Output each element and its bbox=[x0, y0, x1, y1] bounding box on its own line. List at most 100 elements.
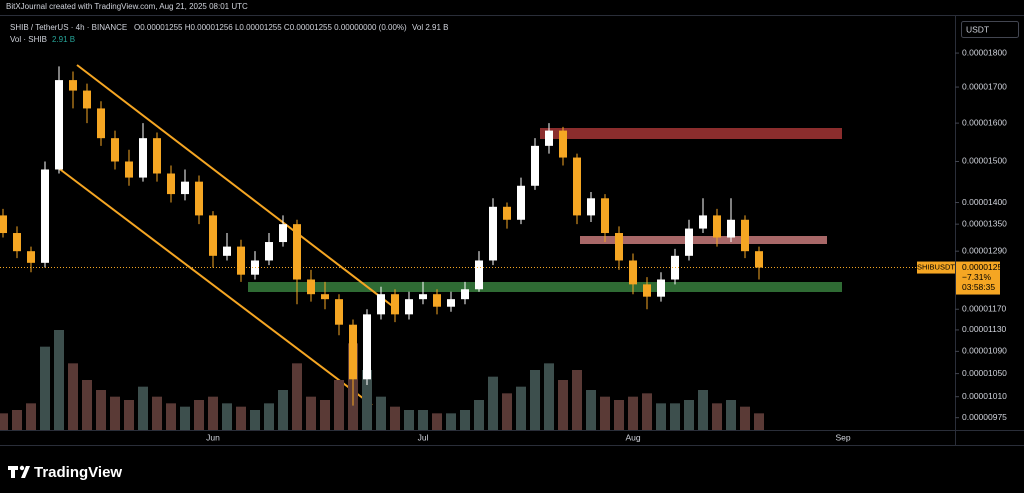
volume-bar bbox=[40, 346, 50, 430]
candle-body bbox=[41, 169, 49, 263]
volume-bar bbox=[152, 396, 162, 430]
candle-body bbox=[587, 198, 595, 216]
candle-body bbox=[461, 289, 469, 300]
candle-body bbox=[741, 219, 749, 252]
volume-bar bbox=[376, 396, 386, 430]
y-tick-label: 0.00001170 bbox=[962, 304, 1007, 314]
volume-bar bbox=[194, 400, 204, 430]
volume-bar bbox=[0, 413, 8, 430]
volume-bar bbox=[208, 396, 218, 430]
volume-bar bbox=[432, 413, 442, 430]
ohlc: O0.00001255 H0.00001256 L0.00001255 C0.0… bbox=[134, 23, 407, 32]
volume-study: Vol · SHIB bbox=[10, 35, 47, 44]
price-tag-countdown: 03:58:35 bbox=[962, 282, 995, 292]
y-tick-label: 0.00001290 bbox=[962, 245, 1007, 255]
volume-bar bbox=[222, 403, 232, 430]
x-tick-label: Aug bbox=[625, 432, 640, 442]
candle-body bbox=[405, 299, 413, 315]
volume-bar bbox=[12, 410, 22, 430]
candle-body bbox=[349, 324, 357, 380]
footer-brand: TradingView bbox=[34, 464, 122, 481]
candle-body bbox=[503, 206, 511, 220]
candle-body bbox=[153, 138, 161, 174]
volume-bar bbox=[474, 400, 484, 430]
volume-bar bbox=[754, 413, 764, 430]
volume-bar bbox=[572, 370, 582, 430]
candle-body bbox=[685, 228, 693, 256]
volume-bar bbox=[418, 410, 428, 430]
y-tick-label: 0.00001350 bbox=[962, 218, 1007, 228]
mid-zone bbox=[580, 236, 827, 244]
credit: BitXJournal created with TradingView.com… bbox=[6, 2, 248, 11]
channel-lower bbox=[56, 166, 373, 406]
volume-bar bbox=[390, 406, 400, 430]
candle-body bbox=[0, 215, 7, 234]
candle-body bbox=[125, 161, 133, 178]
volume-bar bbox=[68, 363, 78, 430]
symbol-tag bbox=[917, 261, 955, 274]
volume-bar bbox=[180, 406, 190, 430]
volume-bar bbox=[446, 413, 456, 430]
volume-bar bbox=[670, 403, 680, 430]
volume-bar bbox=[712, 403, 722, 430]
candle-body bbox=[167, 173, 175, 195]
candle-body bbox=[517, 185, 525, 220]
candle-layer bbox=[0, 66, 763, 406]
price-tag-price: 0.00001255 bbox=[962, 262, 1007, 272]
volume-bar bbox=[586, 390, 596, 430]
logo-slash bbox=[21, 466, 30, 478]
volume-study-value: 2.91 B bbox=[52, 35, 75, 44]
symbol-tag-label: SHIBUSDT bbox=[917, 263, 955, 272]
volume-bar bbox=[740, 406, 750, 430]
volume-bar bbox=[460, 410, 470, 430]
candle-body bbox=[223, 246, 231, 256]
volume-bar bbox=[642, 393, 652, 430]
footer-logo: TradingView bbox=[8, 464, 122, 481]
x-tick-label: Jun bbox=[206, 432, 220, 442]
volume-bar bbox=[698, 390, 708, 430]
candle-body bbox=[489, 206, 497, 261]
volume-bar bbox=[96, 390, 106, 430]
volume-bar bbox=[110, 396, 120, 430]
volume-bar bbox=[306, 396, 316, 430]
volume-bar bbox=[726, 400, 736, 430]
y-tick-label: 0.00001050 bbox=[962, 368, 1007, 378]
candle-body bbox=[545, 130, 553, 146]
y-tick-label: 0.00001600 bbox=[962, 117, 1007, 127]
candle-body bbox=[433, 294, 441, 307]
candle-body bbox=[377, 294, 385, 315]
y-tick-label: 0.00001800 bbox=[962, 47, 1007, 57]
volume-bar bbox=[278, 390, 288, 430]
volume-bar bbox=[292, 363, 302, 430]
volume-bar bbox=[628, 396, 638, 430]
candle-body bbox=[699, 215, 707, 229]
y-tick-label: 0.00001400 bbox=[962, 197, 1007, 207]
volume-bar bbox=[530, 370, 540, 430]
candle-body bbox=[391, 294, 399, 315]
currency-button-label[interactable]: USDT bbox=[966, 24, 989, 34]
candle-body bbox=[265, 242, 273, 261]
volume-bar bbox=[516, 386, 526, 430]
candle-body bbox=[475, 260, 483, 290]
volume-bar bbox=[54, 330, 64, 430]
candle-body bbox=[335, 299, 343, 325]
volume-bar bbox=[320, 400, 330, 430]
candle-body bbox=[657, 279, 665, 297]
candle-body bbox=[55, 80, 63, 170]
y-tick-label: 0.00001700 bbox=[962, 81, 1007, 91]
volume-bar bbox=[404, 410, 414, 430]
volume-bar bbox=[684, 400, 694, 430]
volume-header: Vol 2.91 B bbox=[412, 23, 448, 32]
candle-body bbox=[97, 108, 105, 139]
y-tick-label: 0.00001090 bbox=[962, 346, 1007, 356]
volume-bar bbox=[502, 393, 512, 430]
candle-body bbox=[643, 284, 651, 297]
volume-bar bbox=[488, 376, 498, 430]
candle-body bbox=[181, 181, 189, 195]
candle-body bbox=[531, 145, 539, 186]
candle-body bbox=[83, 90, 91, 109]
currency-button[interactable] bbox=[961, 21, 1019, 38]
candle-body bbox=[629, 260, 637, 285]
resistance-zone bbox=[540, 128, 842, 139]
